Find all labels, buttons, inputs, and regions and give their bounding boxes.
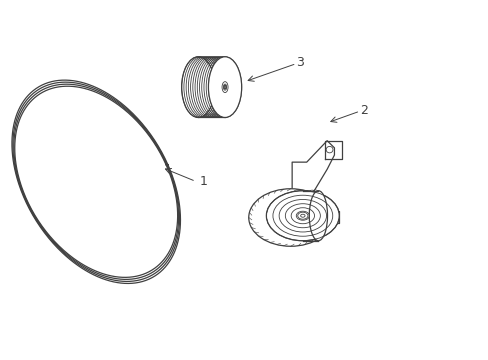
Ellipse shape [326, 214, 332, 220]
Text: 1: 1 [199, 175, 207, 188]
Text: 2: 2 [359, 104, 367, 117]
Ellipse shape [248, 189, 332, 246]
Ellipse shape [325, 147, 332, 153]
Ellipse shape [308, 191, 327, 241]
Ellipse shape [208, 57, 241, 117]
Text: 3: 3 [296, 55, 304, 69]
Ellipse shape [266, 191, 339, 241]
